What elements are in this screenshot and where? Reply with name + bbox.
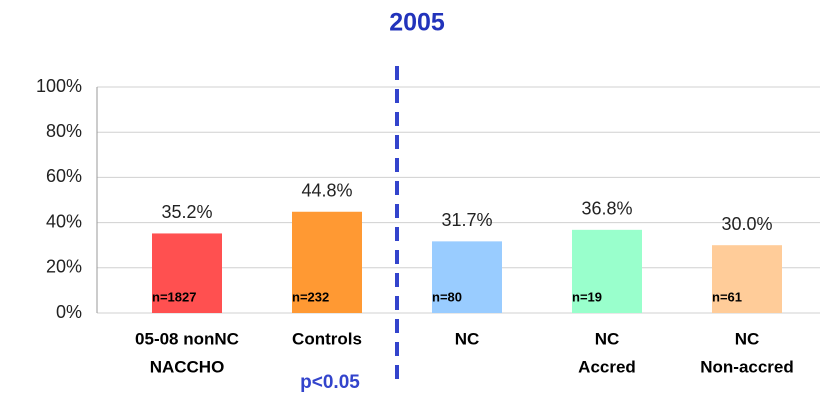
bar bbox=[712, 245, 782, 313]
n-label: n=61 bbox=[712, 289, 742, 304]
x-tick-label: Non-accred bbox=[700, 357, 794, 376]
y-tick-label: 20% bbox=[46, 257, 82, 277]
annotation: p<0.05 bbox=[300, 372, 360, 393]
value-label: 31.7% bbox=[441, 210, 492, 230]
y-tick-label: 0% bbox=[56, 302, 82, 322]
value-label: 36.8% bbox=[581, 199, 632, 219]
value-label: 30.0% bbox=[721, 214, 772, 234]
y-tick-label: 60% bbox=[46, 166, 82, 186]
y-tick-label: 80% bbox=[46, 121, 82, 141]
chart-title: 2005 bbox=[389, 9, 445, 37]
x-tick-label: NC bbox=[595, 329, 620, 348]
bar bbox=[152, 233, 222, 313]
y-tick-label: 100% bbox=[36, 76, 82, 96]
x-tick-label: NC bbox=[735, 329, 760, 348]
value-label: 44.8% bbox=[301, 181, 352, 201]
n-label: n=1827 bbox=[152, 289, 196, 304]
bar bbox=[432, 241, 502, 313]
x-tick-label: Accred bbox=[578, 357, 636, 376]
n-label: n=232 bbox=[292, 289, 329, 304]
bar bbox=[292, 211, 362, 313]
x-tick-label: 05-08 nonNC bbox=[135, 329, 239, 348]
n-label: n=80 bbox=[432, 289, 462, 304]
bar bbox=[572, 229, 642, 313]
n-label: n=19 bbox=[572, 289, 602, 304]
x-tick-label: Controls bbox=[292, 329, 362, 348]
x-tick-label: NACCHO bbox=[150, 357, 225, 376]
y-tick-label: 40% bbox=[46, 211, 82, 231]
x-tick-label: NC bbox=[455, 329, 480, 348]
value-label: 35.2% bbox=[161, 202, 212, 222]
